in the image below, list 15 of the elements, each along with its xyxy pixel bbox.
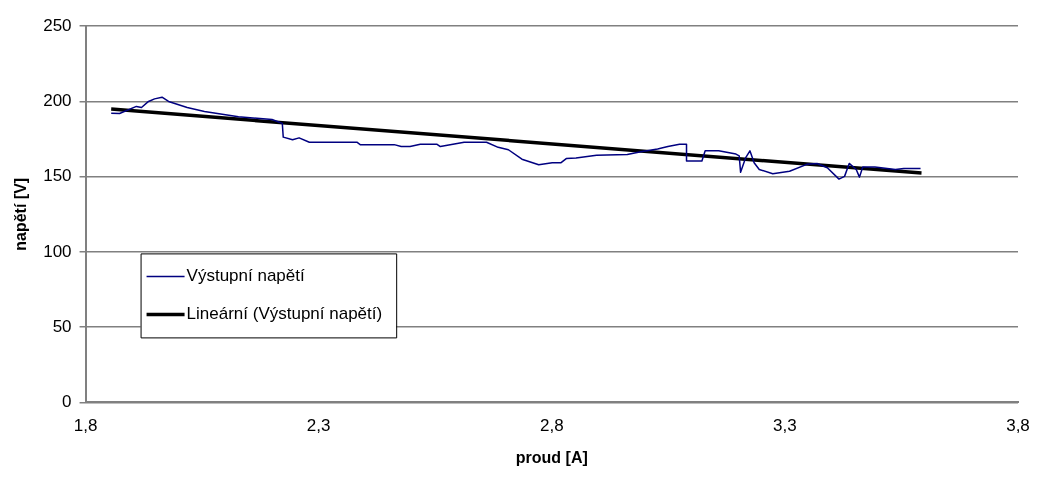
y-tick-label: 50	[52, 316, 72, 336]
legend-label: Výstupní napětí	[186, 266, 305, 286]
y-tick-label: 0	[62, 392, 72, 412]
x-axis-title: proud [A]	[515, 448, 588, 466]
x-tick-label: 2,8	[539, 416, 564, 436]
y-tick-label: 150	[43, 166, 72, 186]
y-axis-title: napětí [V]	[12, 177, 30, 251]
y-tick-label: 100	[43, 241, 72, 261]
x-tick-label: 3,8	[1006, 416, 1030, 436]
x-tick-label: 2,3	[306, 416, 331, 436]
y-tick-label: 200	[43, 91, 72, 111]
x-tick-label: 1,8	[73, 416, 98, 436]
x-tick-label: 3,3	[773, 416, 797, 436]
legend-label: Lineární (Výstupní napětí)	[186, 304, 383, 324]
y-tick-label: 250	[43, 15, 72, 35]
